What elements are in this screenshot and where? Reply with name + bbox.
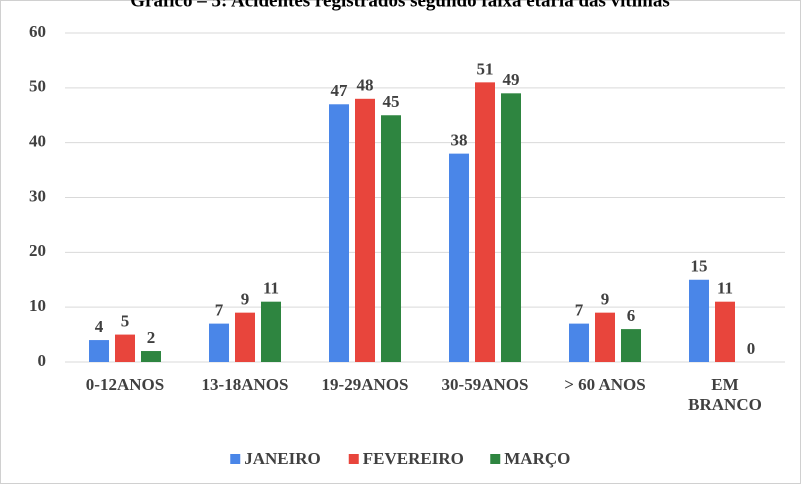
data-label: 45 xyxy=(383,92,400,111)
data-label: 7 xyxy=(215,301,224,320)
bar xyxy=(89,340,109,362)
legend-label: JANEIRO xyxy=(244,449,321,468)
bar xyxy=(141,351,161,362)
bar xyxy=(355,98,375,363)
legend-label: MARÇO xyxy=(504,449,570,468)
bar xyxy=(235,312,255,362)
y-tick-label: 30 xyxy=(29,186,46,205)
data-label: 5 xyxy=(121,311,130,330)
x-tick-label: 0-12ANOS xyxy=(85,375,165,394)
bar xyxy=(595,312,615,362)
legend-label: FEVEREIRO xyxy=(363,449,464,468)
data-label: 15 xyxy=(691,257,708,276)
y-tick-label: 20 xyxy=(29,241,46,260)
data-label: 9 xyxy=(601,290,610,309)
bar xyxy=(621,329,641,362)
x-tick-label: EM BRANCO xyxy=(688,375,762,414)
bar xyxy=(689,279,709,362)
data-label: 51 xyxy=(477,59,494,78)
y-tick-label: 60 xyxy=(29,22,46,41)
x-tick-label: 13-18ANOS xyxy=(201,375,289,394)
data-label: 11 xyxy=(717,279,733,298)
bar xyxy=(329,104,349,363)
data-label: 48 xyxy=(357,76,374,95)
data-label: 6 xyxy=(627,306,636,325)
y-tick-label: 0 xyxy=(38,351,47,370)
legend-swatch xyxy=(230,454,241,464)
chart-title: Gráfico – 5: Acidentes registrados segun… xyxy=(130,0,670,11)
data-label: 11 xyxy=(263,279,279,298)
bar xyxy=(261,301,281,362)
data-label: 47 xyxy=(331,81,349,100)
data-label: 4 xyxy=(95,317,104,336)
legend-swatch xyxy=(348,454,359,464)
y-tick-label: 40 xyxy=(29,132,46,151)
bar xyxy=(115,334,135,362)
data-label: 7 xyxy=(575,301,584,320)
bar xyxy=(209,323,229,362)
bar xyxy=(449,153,469,362)
bar xyxy=(569,323,589,362)
y-tick-label: 10 xyxy=(29,296,46,315)
bar xyxy=(381,115,401,362)
x-tick-label: > 60 ANOS xyxy=(564,375,646,394)
bar xyxy=(501,93,521,363)
bar xyxy=(475,82,495,362)
x-tick-label: 30-59ANOS xyxy=(441,375,529,394)
legend-swatch xyxy=(490,454,501,464)
y-tick-label: 50 xyxy=(29,77,46,96)
data-label: 2 xyxy=(147,328,156,347)
data-label: 9 xyxy=(241,290,250,309)
data-label: 38 xyxy=(451,131,468,150)
bar xyxy=(715,301,735,362)
x-tick-label: 19-29ANOS xyxy=(321,375,409,394)
data-label: 0 xyxy=(747,339,756,358)
data-label: 49 xyxy=(503,70,520,89)
